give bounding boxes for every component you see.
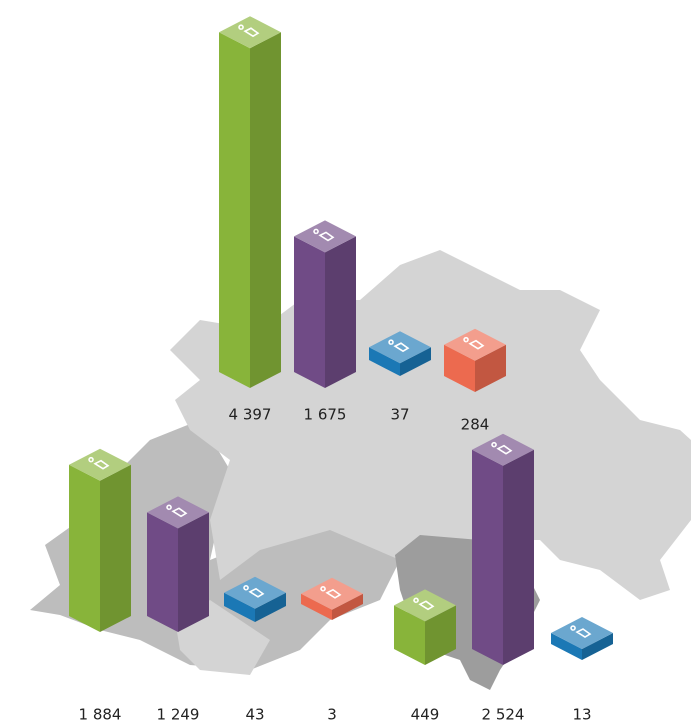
- bar: [147, 496, 209, 632]
- person-icon: [388, 339, 410, 353]
- bar-left-face: [294, 236, 325, 388]
- value-label: 449: [411, 706, 440, 724]
- bar-top-face: [444, 328, 506, 361]
- bar-top-face: [394, 589, 456, 622]
- person-icon: [88, 456, 110, 470]
- bar: [224, 576, 286, 622]
- person-icon: [570, 625, 592, 638]
- bar-left-face: [219, 32, 250, 388]
- bar-top-face: [147, 496, 209, 529]
- bar-right-face: [250, 32, 281, 388]
- bar-top-face: [301, 577, 363, 610]
- bar-left-face: [394, 605, 425, 665]
- bar-right-face: [325, 236, 356, 388]
- person-icon: [166, 504, 188, 518]
- bar: [472, 433, 534, 665]
- value-label: 3: [327, 706, 337, 724]
- bar-right-face: [332, 593, 363, 620]
- value-label: 1 249: [157, 706, 200, 724]
- bar-right-face: [425, 605, 456, 665]
- bar-top-face: [69, 448, 131, 481]
- bar-right-face: [475, 344, 506, 392]
- person-icon: [491, 441, 513, 455]
- bar: [219, 16, 281, 388]
- bar-left-face: [472, 449, 503, 665]
- bar: [394, 589, 456, 665]
- bar-right-face: [178, 512, 209, 632]
- person-icon: [463, 336, 485, 350]
- value-label: 1 675: [304, 406, 347, 424]
- bar: [301, 577, 363, 620]
- person-icon: [243, 585, 265, 598]
- bar-top-face: [219, 16, 281, 49]
- bar-left-face: [69, 464, 100, 632]
- value-label: 2 524: [482, 706, 525, 724]
- person-icon: [413, 597, 435, 611]
- bar: [69, 448, 131, 632]
- value-label: 1 884: [79, 706, 122, 724]
- bar-right-face: [400, 347, 431, 376]
- person-icon: [238, 24, 260, 38]
- value-label: 284: [461, 416, 490, 434]
- bar-right-face: [582, 633, 613, 660]
- bar-right-face: [100, 464, 131, 632]
- bar: [294, 220, 356, 388]
- bar-left-face: [147, 512, 178, 632]
- bar-top-face: [551, 617, 613, 650]
- value-label: 43: [245, 706, 264, 724]
- value-label: 37: [390, 406, 409, 424]
- bar-top-face: [369, 331, 431, 364]
- bar-top-face: [472, 433, 534, 466]
- bar: [369, 331, 431, 376]
- bar: [551, 617, 613, 660]
- bar-top-face: [224, 576, 286, 609]
- value-label: 13: [572, 706, 591, 724]
- bar-right-face: [255, 592, 286, 622]
- bar-left-face: [224, 592, 255, 622]
- bar-right-face: [503, 449, 534, 665]
- bar-left-face: [444, 344, 475, 392]
- bar-left-face: [369, 347, 400, 376]
- bar-top-face: [294, 220, 356, 253]
- bar-left-face: [551, 633, 582, 660]
- person-icon: [320, 586, 342, 599]
- bar-left-face: [301, 593, 332, 620]
- value-label: 4 397: [229, 406, 272, 424]
- bar: [444, 328, 506, 392]
- person-icon: [313, 228, 335, 242]
